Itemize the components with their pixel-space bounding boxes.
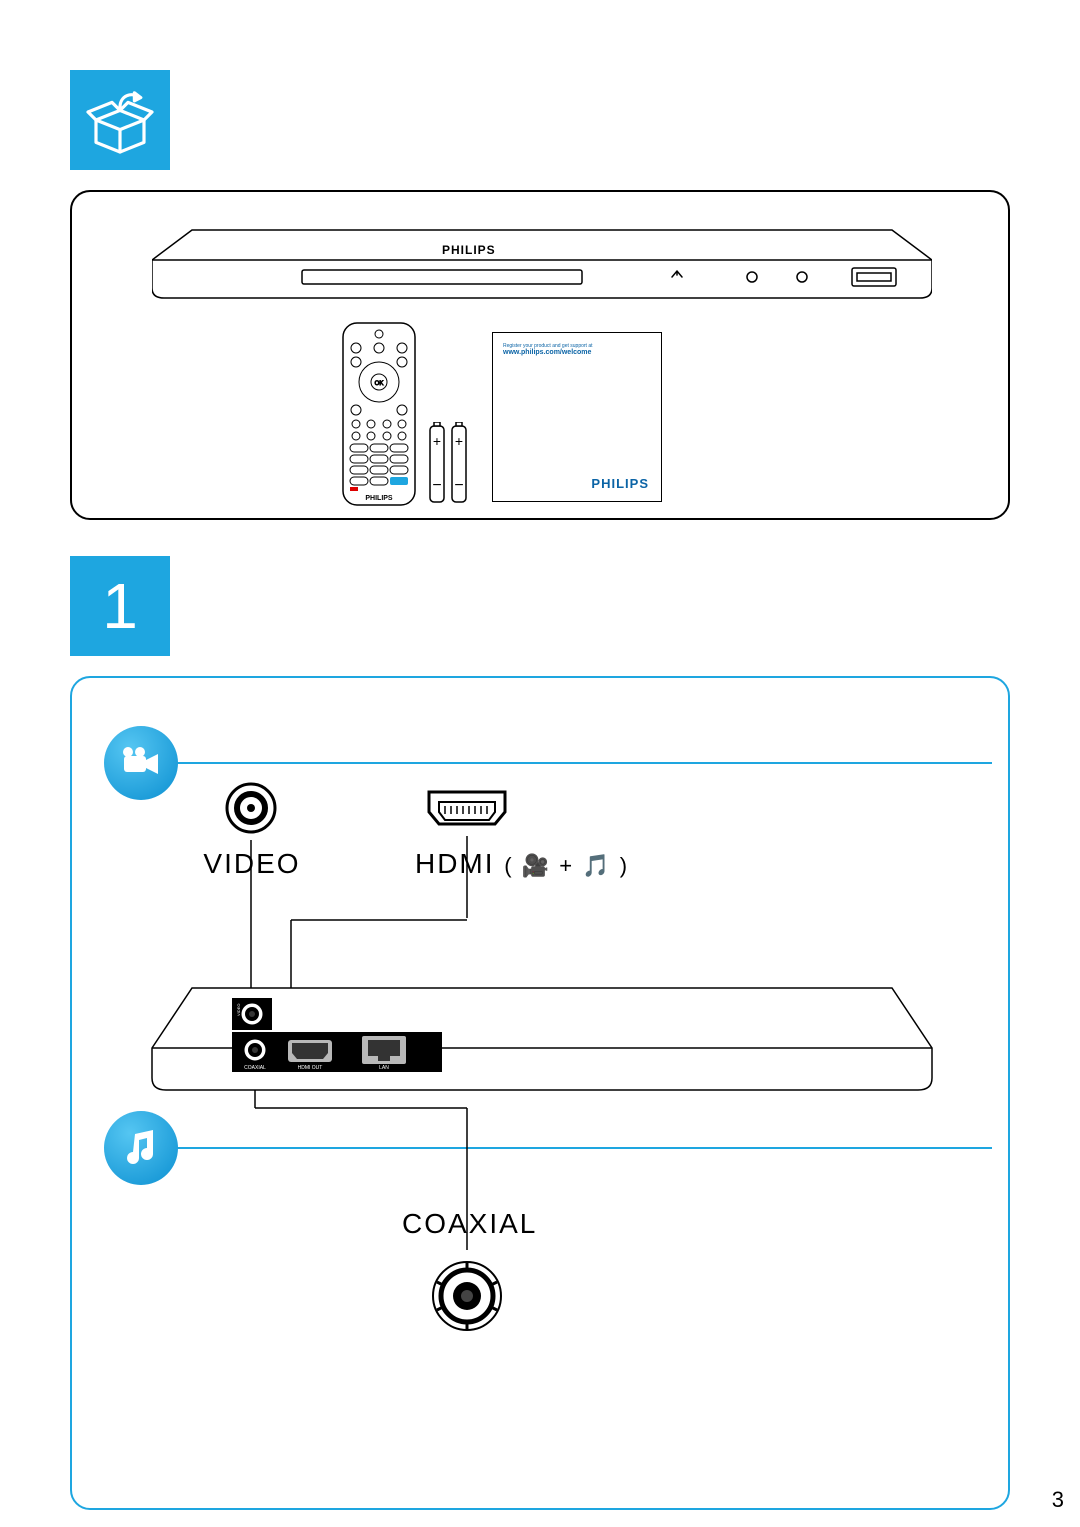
svg-text:HDMI OUT: HDMI OUT — [298, 1065, 323, 1071]
quickstart-card: Register your product and get support at… — [492, 332, 662, 502]
hdmi-av-icons: ( 🎥 + 🎵 ) — [504, 853, 629, 878]
svg-text:COAXIAL: COAXIAL — [244, 1065, 266, 1071]
camera-icon — [118, 740, 164, 786]
battery-minus: − — [432, 477, 441, 494]
step-1-panel: VIDEO COAXIAL HDMI OUT LAN — [70, 676, 1010, 1510]
quickstart-url: www.philips.com/welcome — [503, 349, 651, 356]
audio-section-icon — [104, 1111, 178, 1185]
page-content: PHILIPS — [70, 70, 1010, 1510]
page-number: 3 — [1052, 1487, 1064, 1513]
music-note-icon — [121, 1128, 161, 1168]
player-front-illustration: PHILIPS — [152, 222, 932, 302]
video-label: VIDEO — [202, 848, 302, 880]
box-contents-panel: PHILIPS — [70, 190, 1010, 520]
hdmi-label: HDMI ( 🎥 + 🎵 ) — [412, 848, 632, 880]
step-number: 1 — [102, 569, 138, 643]
battery-plus: + — [455, 433, 463, 449]
unbox-icon — [80, 80, 160, 160]
batteries-illustration: + + − − — [428, 422, 468, 506]
video-section-icon — [104, 726, 178, 800]
battery-plus: + — [433, 433, 441, 449]
remote-brand-label: PHILIPS — [365, 495, 393, 502]
unbox-badge — [70, 70, 170, 170]
remote-illustration: OK PHILIPS — [342, 322, 416, 506]
svg-text:LAN: LAN — [379, 1065, 389, 1071]
battery-minus: − — [454, 477, 463, 494]
quickstart-brand: PHILIPS — [591, 476, 649, 491]
svg-text:VIDEO: VIDEO — [236, 1004, 241, 1016]
svg-text:OK: OK — [375, 381, 384, 387]
step-1-badge: 1 — [70, 556, 170, 656]
coaxial-label: COAXIAL — [402, 1208, 532, 1240]
player-brand-label: PHILIPS — [442, 243, 496, 257]
